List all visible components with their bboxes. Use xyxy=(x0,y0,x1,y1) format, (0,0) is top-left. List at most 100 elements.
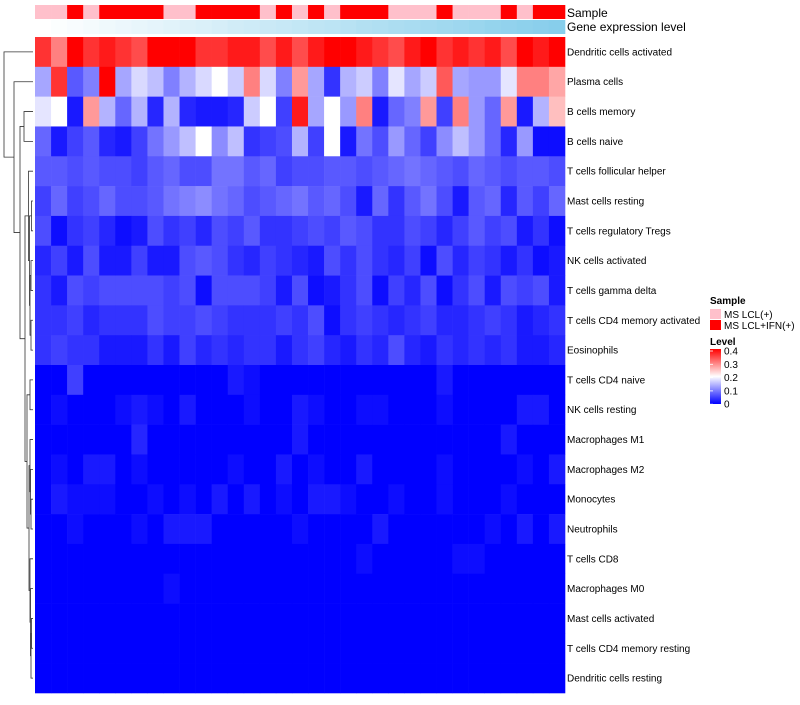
heatmap-cell xyxy=(308,543,325,575)
heatmap-cell xyxy=(404,454,421,485)
heatmap-cell xyxy=(99,66,116,97)
heatmap-cell xyxy=(356,215,373,247)
heatmap-cell xyxy=(404,365,421,396)
heatmap-cell xyxy=(35,96,52,127)
heatmap-cell xyxy=(324,543,341,575)
heatmap-cell xyxy=(516,424,534,455)
expression-annotation-cell xyxy=(227,20,245,34)
heatmap-cell xyxy=(227,66,245,97)
heatmap-cell xyxy=(259,186,277,217)
heatmap-cell xyxy=(468,573,485,604)
heatmap-cell xyxy=(115,633,132,664)
heatmap-cell xyxy=(115,424,132,455)
heatmap-cell xyxy=(452,514,469,545)
sample-annotation-cell xyxy=(179,5,196,19)
heatmap-cell xyxy=(548,543,566,575)
heatmap-cell xyxy=(404,215,421,247)
heatmap-cell xyxy=(436,186,453,217)
heatmap-cell xyxy=(195,573,212,604)
heatmap-cell xyxy=(500,96,518,127)
sample-annotation-bar xyxy=(35,5,566,19)
row-label: T cells gamma delta xyxy=(567,286,657,297)
legend-level-tick-label: 0.3 xyxy=(724,360,738,371)
heatmap-cell xyxy=(211,663,229,694)
heatmap-cell xyxy=(436,424,453,455)
heatmap-cell xyxy=(163,633,180,664)
heatmap-cell xyxy=(163,454,180,485)
heatmap-cell xyxy=(404,633,421,664)
heatmap-cell xyxy=(243,365,261,396)
heatmap-cell xyxy=(372,573,389,604)
heatmap-cell xyxy=(516,126,534,157)
heatmap-cell xyxy=(308,424,325,455)
heatmap-cell xyxy=(484,156,502,187)
heatmap-cell xyxy=(500,394,518,425)
heatmap-cell xyxy=(452,245,469,276)
expression-annotation-cell xyxy=(195,20,212,34)
heatmap-cell xyxy=(51,573,68,604)
heatmap-cell xyxy=(420,37,437,68)
heatmap-cell xyxy=(452,335,469,366)
heatmap-cell xyxy=(227,245,245,276)
heatmap-cell xyxy=(67,66,84,97)
heatmap-cell xyxy=(211,543,229,575)
heatmap-cell xyxy=(83,424,100,455)
heatmap-cell xyxy=(484,126,502,157)
heatmap-cell xyxy=(404,66,421,97)
heatmap-cell xyxy=(179,305,196,336)
sample-annotation-cell xyxy=(420,5,437,19)
heatmap-cell xyxy=(179,454,196,485)
heatmap-cell xyxy=(99,424,116,455)
heatmap-cell xyxy=(324,454,341,485)
heatmap-cell xyxy=(404,484,421,515)
heatmap-cell xyxy=(452,156,469,187)
heatmap-cell xyxy=(356,37,373,68)
heatmap-cell xyxy=(388,186,405,217)
heatmap-cell xyxy=(532,543,550,575)
heatmap-cell xyxy=(99,633,116,664)
heatmap-cell xyxy=(500,365,518,396)
heatmap-cell xyxy=(404,96,421,127)
legend-level-tick-label: 0 xyxy=(724,400,730,411)
heatmap-cell xyxy=(452,394,469,425)
heatmap-cell xyxy=(131,365,148,396)
sample-annotation-cell xyxy=(243,5,261,19)
heatmap-cell xyxy=(275,37,293,68)
heatmap-cell xyxy=(388,245,405,276)
heatmap-cell xyxy=(259,215,277,247)
heatmap-cell xyxy=(67,603,84,634)
heatmap-cell xyxy=(115,365,132,396)
legend-level-tick-label: 0.1 xyxy=(724,386,738,397)
heatmap-cell xyxy=(468,96,485,127)
heatmap-cell xyxy=(388,365,405,396)
heatmap-cell xyxy=(243,663,261,694)
expression-annotation-cell xyxy=(259,20,277,34)
heatmap-cell xyxy=(243,245,261,276)
heatmap-cell xyxy=(115,126,132,157)
heatmap-cell xyxy=(243,186,261,217)
heatmap-cell xyxy=(243,454,261,485)
dendrogram-branch xyxy=(30,632,33,679)
heatmap-cell xyxy=(324,245,341,276)
dendrogram-branch xyxy=(23,111,33,142)
heatmap-cell xyxy=(436,305,453,336)
heatmap-cell xyxy=(163,514,180,545)
heatmap-cell xyxy=(99,126,116,157)
row-labels: Dendritic cells activated Plasma cells B c… xyxy=(567,47,700,684)
heatmap-cell xyxy=(211,126,229,157)
heatmap-cell xyxy=(83,37,100,68)
heatmap-cell xyxy=(340,156,357,187)
heatmap-cell xyxy=(484,603,502,634)
heatmap-cell xyxy=(388,96,405,127)
heatmap-cell xyxy=(195,215,212,247)
heatmap-cell xyxy=(51,126,68,157)
heatmap-cell xyxy=(163,126,180,157)
heatmap-cell xyxy=(388,454,405,485)
heatmap-cell xyxy=(420,275,437,306)
heatmap-cell xyxy=(404,514,421,545)
heatmap-cell xyxy=(259,394,277,425)
heatmap-cell xyxy=(67,394,84,425)
heatmap-cell xyxy=(51,454,68,485)
heatmap-cell xyxy=(388,484,405,515)
heatmap-cell xyxy=(227,275,245,306)
